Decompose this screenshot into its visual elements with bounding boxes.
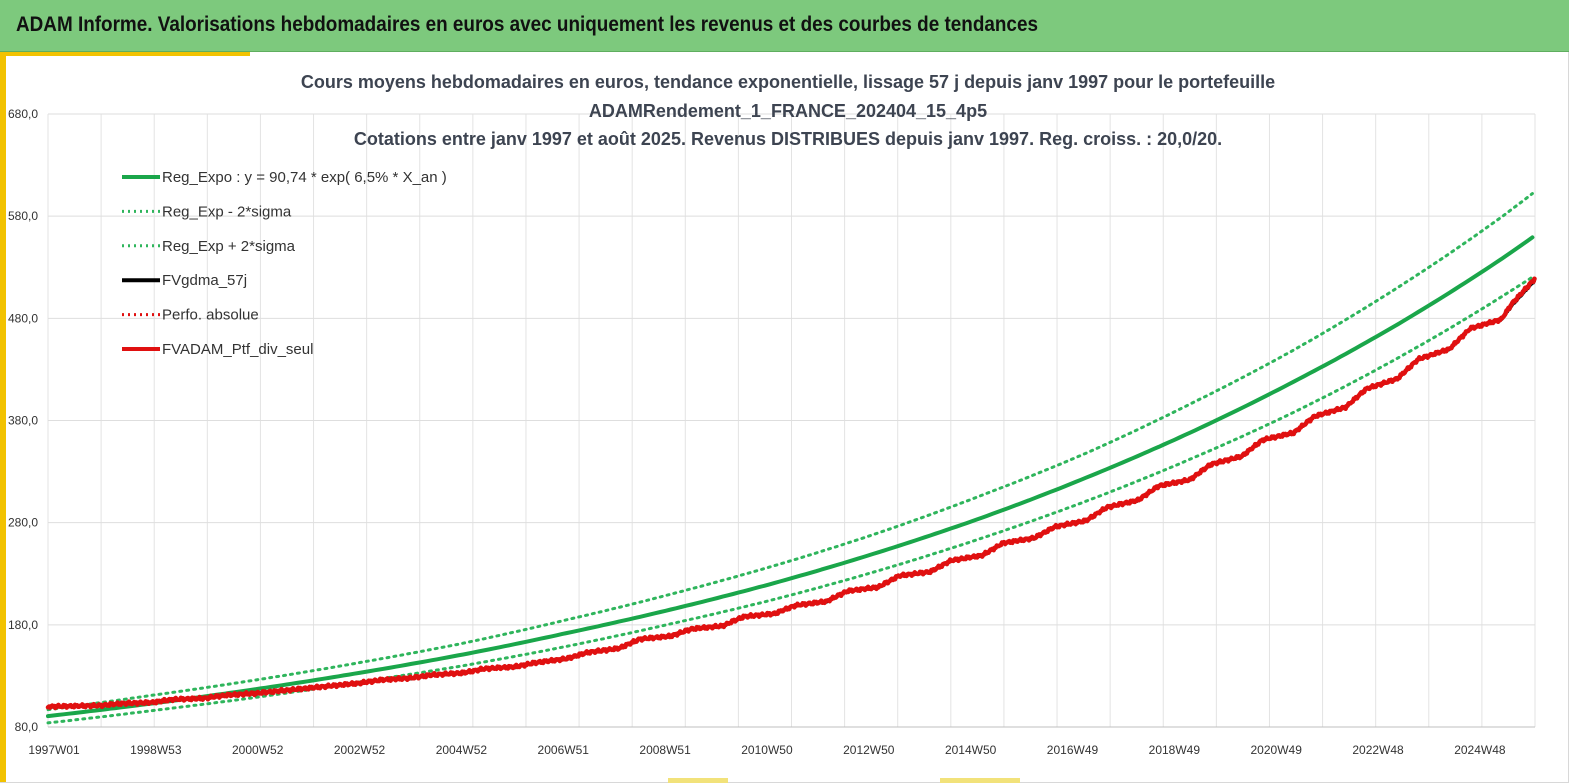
axes: 80,0 180,0 280,0 380,0 480,0 580,0 680,0 1997W0… xyxy=(8,107,1535,757)
x-tick-label: 2014W50 xyxy=(945,743,997,757)
grid xyxy=(47,113,1536,728)
header-bar: ADAM Informe. Valorisations hebdomadaire… xyxy=(0,0,1569,52)
accent-bottom-stripe xyxy=(668,778,728,783)
y-tick-label: 480,0 xyxy=(8,311,38,325)
x-tick-label: 2002W52 xyxy=(334,743,386,757)
legend-label: Reg_Exp - 2*sigma xyxy=(162,203,292,220)
legend-label: FVADAM_Ptf_div_seul xyxy=(162,341,313,358)
y-tick-label: 680,0 xyxy=(8,107,38,121)
page-title: ADAM Informe. Valorisations hebdomadaire… xyxy=(16,13,1038,36)
x-tick-label: 2024W48 xyxy=(1454,743,1506,757)
y-tick-label: 580,0 xyxy=(8,209,38,223)
x-tick-label: 2018W49 xyxy=(1149,743,1201,757)
x-tick-label: 2010W50 xyxy=(741,743,793,757)
x-tick-label: 2000W52 xyxy=(232,743,284,757)
series xyxy=(45,192,1537,725)
chart-title-line-1: Cours moyens hebdomadaires en euros, ten… xyxy=(301,72,1275,92)
x-tick-label: 2016W49 xyxy=(1047,743,1099,757)
accent-left-stripe xyxy=(0,52,6,782)
series-reg-expo xyxy=(46,235,1535,719)
series-reg-exp-plus-2-sigma xyxy=(46,192,1534,712)
x-tick-label: 2006W51 xyxy=(538,743,590,757)
x-tick-label: 2012W50 xyxy=(843,743,895,757)
x-tick-label: 2020W49 xyxy=(1251,743,1303,757)
y-tick-label: 80,0 xyxy=(15,720,39,734)
legend-label: Perfo. absolue xyxy=(162,307,259,324)
x-tick-label: 2008W51 xyxy=(639,743,691,757)
x-tick-label: 1998W53 xyxy=(130,743,182,757)
accent-top-stripe xyxy=(0,52,250,56)
chart-title-line-3: Cotations entre janv 1997 et août 2025. … xyxy=(354,129,1222,149)
chart-title-line-2: ADAMRendement_1_FRANCE_202404_15_4p5 xyxy=(589,101,987,121)
y-tick-label: 380,0 xyxy=(8,414,38,428)
series-fvadam-ptf-div-seul xyxy=(45,276,1537,711)
legend-label: Reg_Expo : y = 90,74 * exp( 6,5% * X_an … xyxy=(162,169,447,186)
x-tick-label: 2004W52 xyxy=(436,743,488,757)
y-tick-label: 180,0 xyxy=(8,618,38,632)
accent-bottom-stripe-2 xyxy=(940,778,1020,783)
y-tick-label: 280,0 xyxy=(8,516,38,530)
series-reg-exp-minus-2-sigma xyxy=(46,275,1534,725)
x-tick-label: 1997W01 xyxy=(28,743,80,757)
legend-label: FVgdma_57j xyxy=(162,272,247,289)
x-tick-label: 2022W48 xyxy=(1352,743,1404,757)
chart-title: Cours moyens hebdomadaires en euros, ten… xyxy=(301,72,1275,149)
legend-label: Reg_Exp + 2*sigma xyxy=(162,238,296,255)
legend: Reg_Expo : y = 90,74 * exp( 6,5% * X_an … xyxy=(122,169,447,358)
